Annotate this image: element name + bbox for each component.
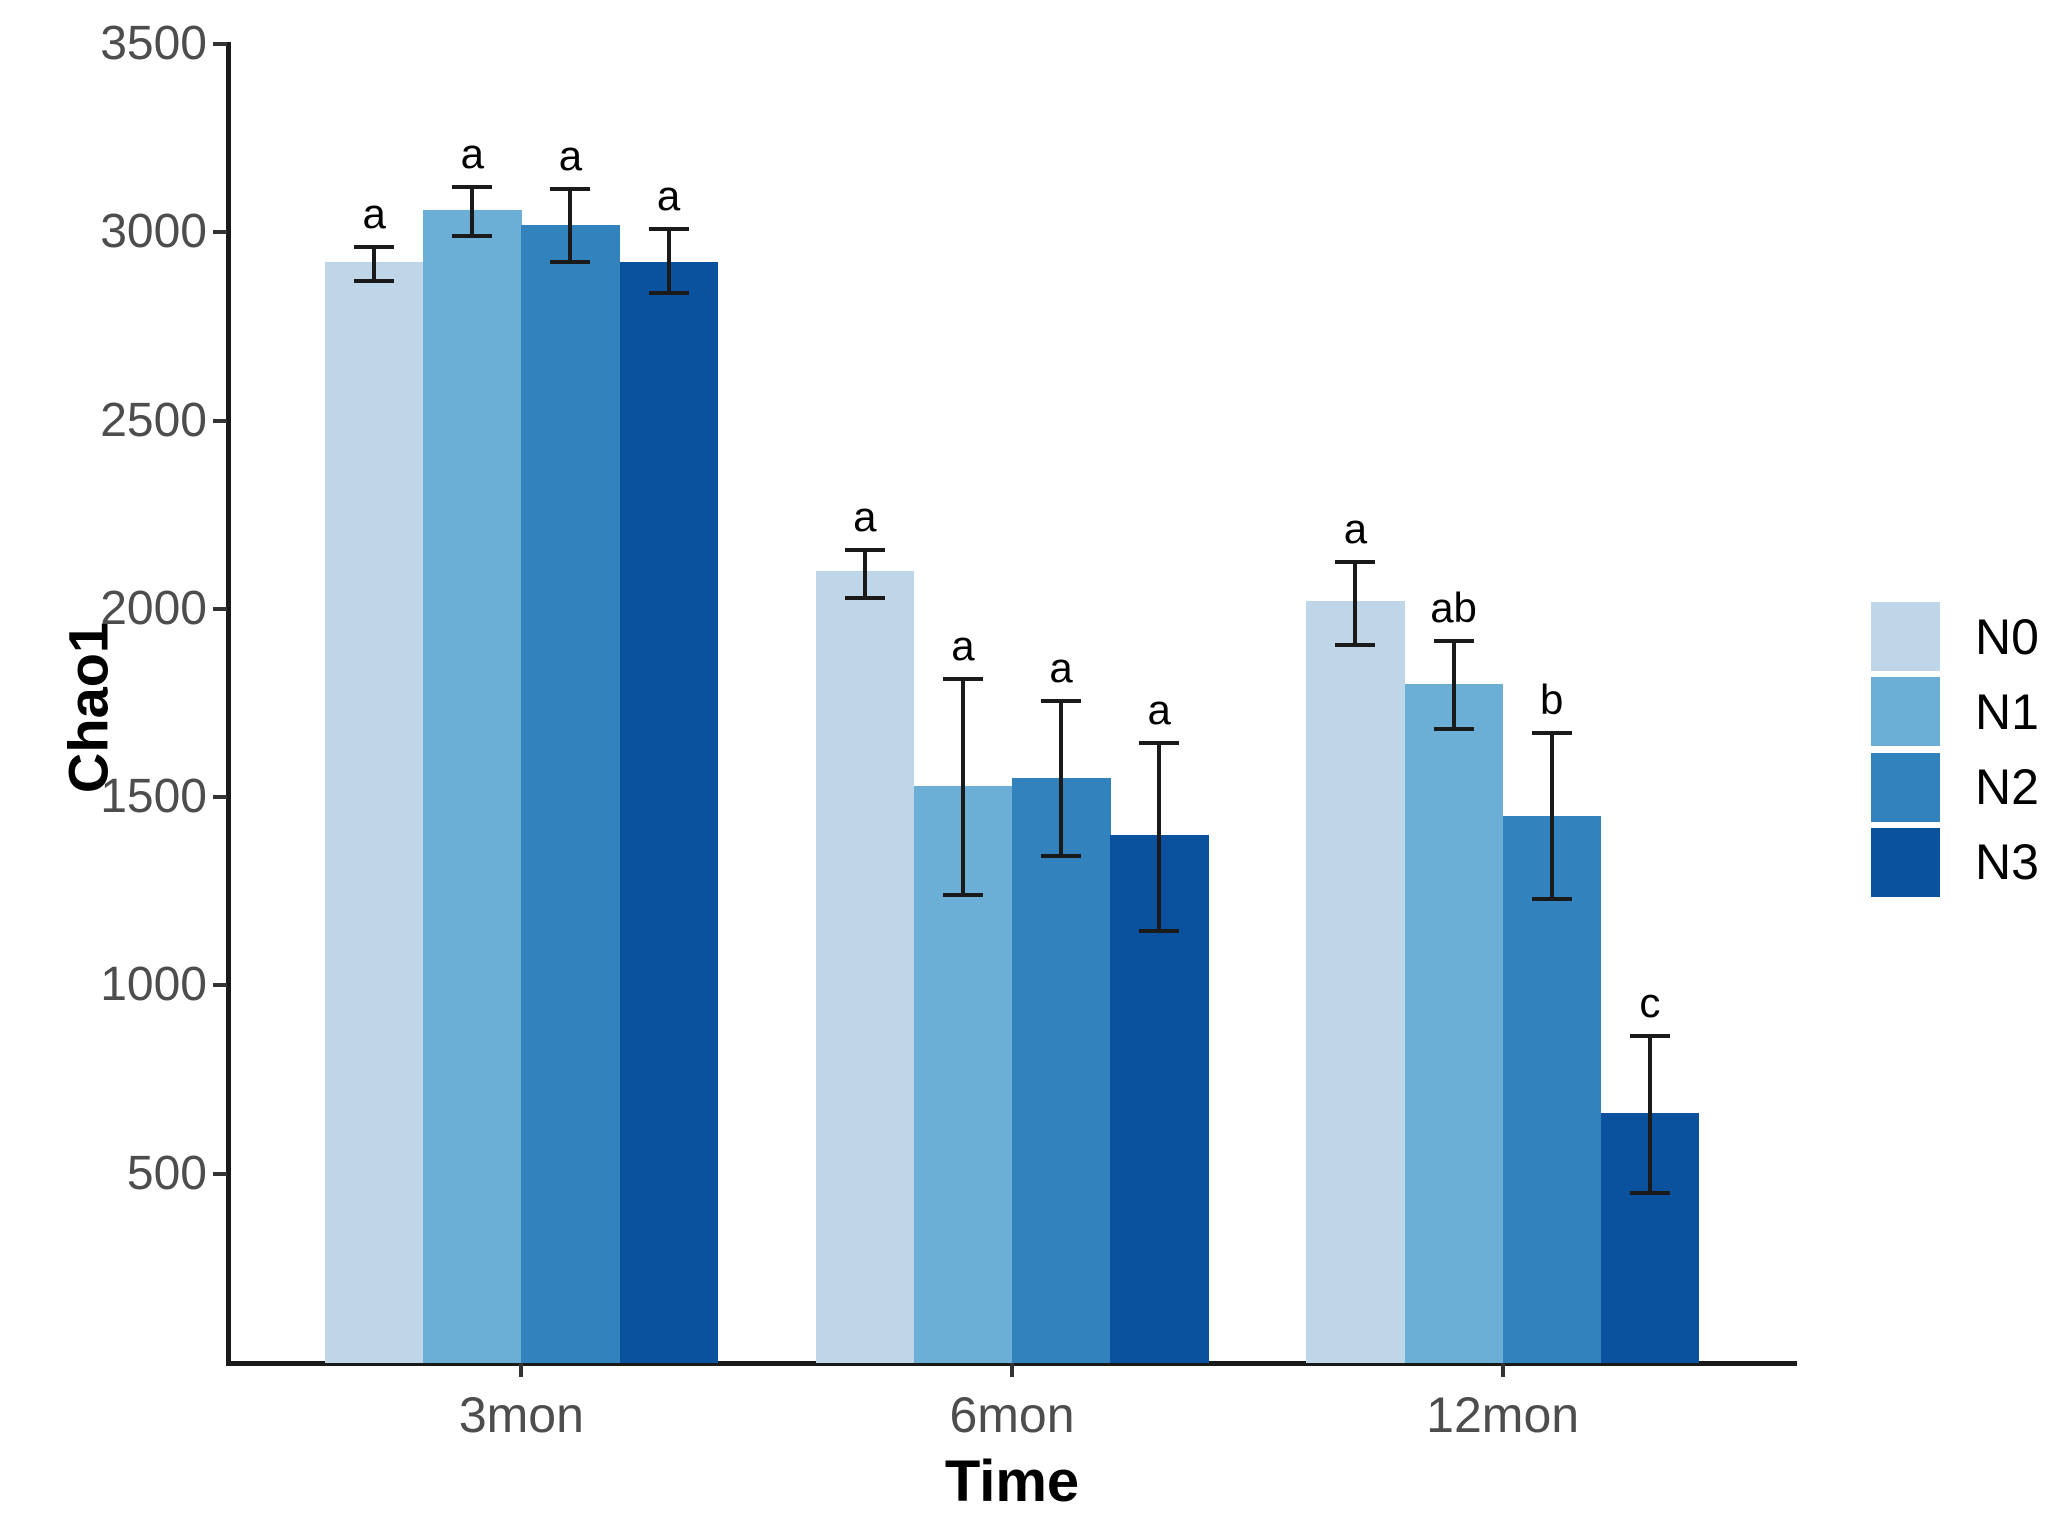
error-bar-cap-bottom	[550, 260, 591, 265]
legend-label-N2: N2	[1975, 759, 2039, 816]
error-bar-cap-bottom	[354, 279, 395, 284]
error-bar-cap-top	[1629, 1034, 1670, 1039]
y-tick-mark	[213, 983, 227, 988]
error-bar-cap-top	[1139, 740, 1180, 745]
error-bar-cap-bottom	[1531, 896, 1572, 901]
y-tick-label: 2500	[100, 393, 207, 447]
error-bar-line	[1157, 742, 1162, 931]
error-bar-line	[960, 678, 965, 896]
error-bar-cap-top	[452, 185, 493, 190]
x-tick-mark	[1010, 1363, 1014, 1377]
y-tick-label: 500	[126, 1146, 207, 1200]
error-bar-line	[1059, 701, 1064, 856]
legend-swatch-N2	[1871, 752, 1940, 822]
error-bar-cap-bottom	[1433, 727, 1474, 732]
y-tick-mark	[213, 1171, 227, 1176]
error-bar-cap-bottom	[648, 290, 689, 295]
y-tick-mark	[213, 418, 227, 423]
y-tick-label: 1500	[100, 770, 207, 824]
sig-letter: a	[460, 130, 484, 178]
error-bar-line	[666, 228, 671, 293]
error-bar-cap-bottom	[1629, 1190, 1670, 1195]
bar-N0-6mon	[815, 571, 915, 1363]
error-bar-cap-top	[550, 186, 591, 191]
error-bar-line	[1647, 1036, 1652, 1193]
error-bar-cap-top	[1531, 731, 1572, 736]
y-tick-mark	[213, 606, 227, 611]
error-bar-line	[862, 550, 867, 598]
error-bar-cap-bottom	[452, 234, 493, 239]
legend-swatch-N1	[1871, 677, 1940, 747]
error-bar-line	[1451, 640, 1456, 730]
sig-letter: a	[362, 190, 386, 238]
y-tick-label: 1000	[100, 958, 207, 1012]
error-bar-line	[1353, 561, 1358, 645]
error-bar-cap-top	[1335, 559, 1376, 564]
error-bar-cap-top	[1433, 638, 1474, 643]
error-bar-cap-bottom	[1041, 853, 1082, 858]
bar-N2-6mon	[1012, 778, 1111, 1363]
x-axis-title: Time	[944, 1449, 1080, 1514]
x-tick-mark	[1500, 1363, 1505, 1377]
sig-letter: ab	[1430, 583, 1477, 631]
y-tick-mark	[213, 42, 227, 46]
y-tick-mark	[213, 230, 227, 235]
bar-N0-12mon	[1306, 601, 1405, 1363]
error-bar-line	[568, 188, 573, 263]
legend-label-N0: N0	[1975, 608, 2039, 665]
error-bar-cap-bottom	[844, 595, 885, 600]
error-bar-line	[1549, 733, 1554, 899]
y-tick-label: 2000	[100, 581, 207, 635]
error-bar-line	[470, 187, 475, 237]
bar-N3-3mon	[619, 262, 719, 1363]
sig-letter: a	[656, 171, 681, 219]
error-bar-cap-bottom	[942, 893, 983, 898]
sig-letter: a	[853, 493, 877, 541]
y-tick-label: 3500	[100, 17, 207, 70]
sig-letter: a	[1343, 504, 1368, 552]
x-tick-label: 12mon	[1426, 1387, 1580, 1443]
x-tick-label: 3mon	[458, 1387, 584, 1443]
error-bar-line	[372, 247, 377, 282]
error-bar-cap-bottom	[1335, 642, 1376, 647]
sig-letter: b	[1540, 676, 1564, 724]
y-tick-mark	[213, 795, 227, 800]
x-tick-label: 6mon	[949, 1387, 1075, 1443]
y-tick-label: 3000	[100, 205, 207, 259]
sig-letter: a	[558, 131, 583, 179]
bar-N1-12mon	[1404, 684, 1504, 1363]
error-bar-cap-top	[1041, 699, 1082, 704]
error-bar-cap-bottom	[1139, 928, 1180, 933]
sig-letter: a	[1049, 644, 1073, 692]
bar-N2-12mon	[1502, 815, 1602, 1363]
bar-N2-3mon	[521, 224, 620, 1363]
legend-label-N1: N1	[1975, 683, 2039, 740]
error-bar-cap-top	[648, 226, 689, 231]
legend-swatch-N3	[1871, 827, 1940, 897]
bar-N0-3mon	[325, 262, 424, 1363]
y-axis-line	[226, 42, 231, 1366]
x-tick-mark	[519, 1363, 524, 1377]
legend-label-N3: N3	[1975, 834, 2039, 891]
bar-N1-3mon	[423, 209, 522, 1363]
error-bar-cap-top	[844, 548, 885, 553]
error-bar-cap-top	[942, 676, 983, 681]
sig-letter: a	[1147, 685, 1171, 733]
error-bar-cap-top	[354, 245, 395, 250]
sig-letter: a	[951, 621, 975, 669]
legend-swatch-N0	[1871, 602, 1940, 671]
sig-letter: c	[1639, 979, 1661, 1027]
